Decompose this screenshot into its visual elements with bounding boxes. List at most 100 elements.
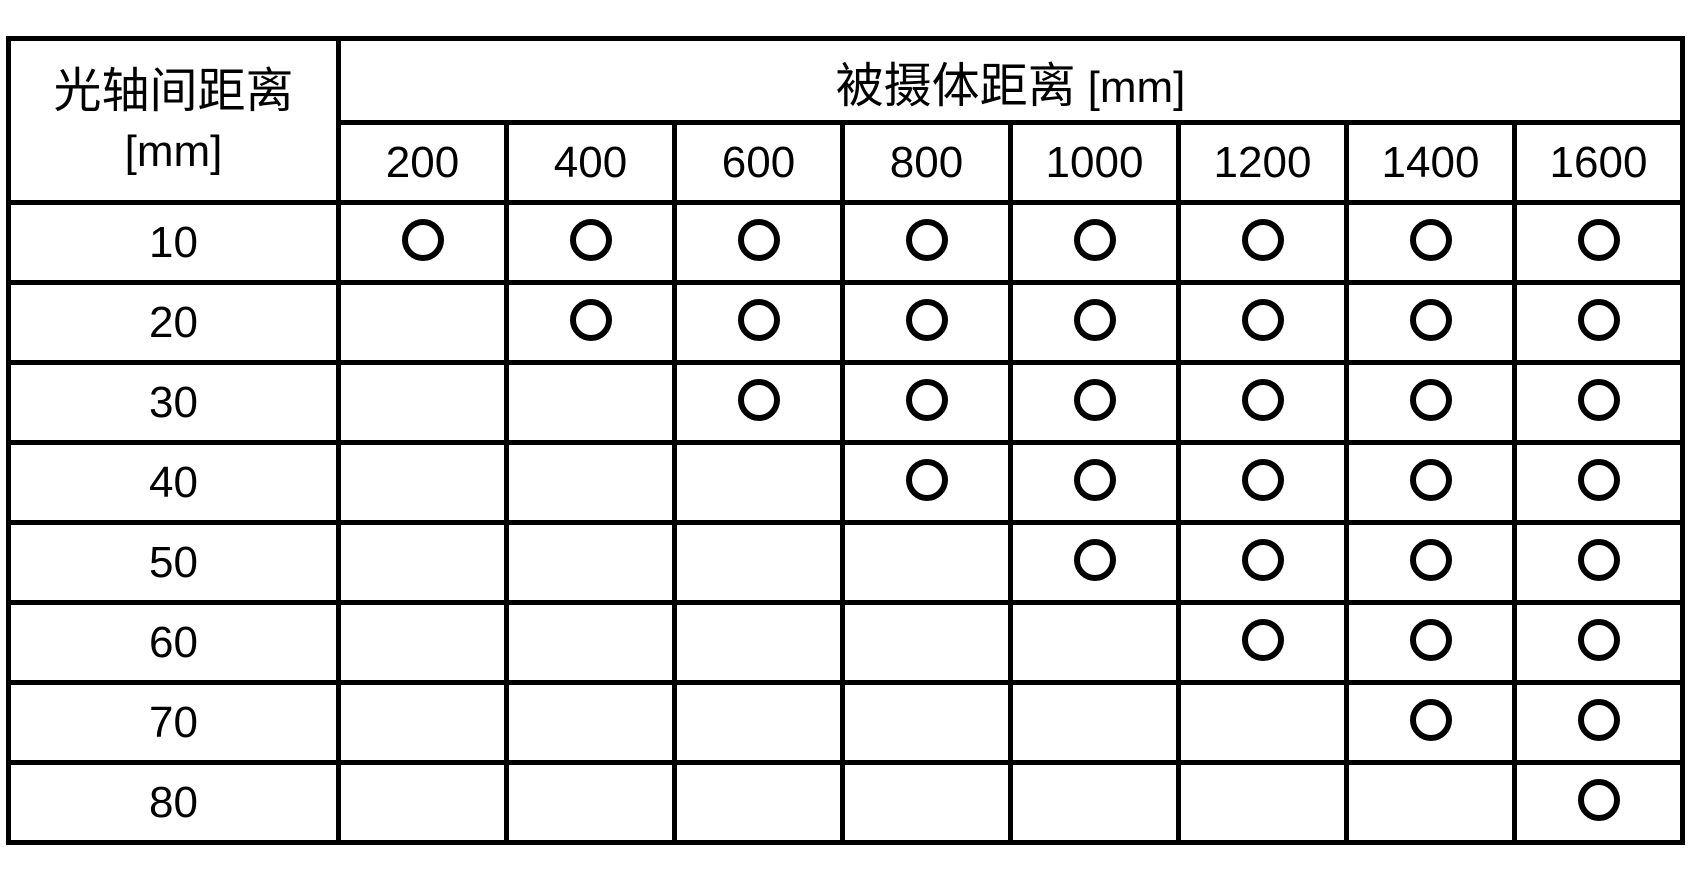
data-cell	[507, 203, 675, 283]
data-cell	[1179, 283, 1347, 363]
table-row: 60	[9, 603, 1683, 683]
circle-mark-icon	[1578, 459, 1620, 501]
header-row-1: 光轴间距离 [mm] 被摄体距离 [mm]	[9, 39, 1683, 123]
circle-mark-icon	[1242, 219, 1284, 261]
column-group-header-cell: 被摄体距离 [mm]	[339, 39, 1683, 123]
data-cell	[1179, 363, 1347, 443]
circle-mark-icon	[1410, 539, 1452, 581]
circle-mark-icon	[1578, 219, 1620, 261]
circle-mark-icon	[1242, 379, 1284, 421]
table-row: 50	[9, 523, 1683, 603]
row-header-title-cell: 光轴间距离 [mm]	[9, 39, 339, 203]
circle-mark-icon	[402, 219, 444, 261]
data-cell	[339, 763, 507, 843]
col-header: 600	[675, 123, 843, 203]
data-cell	[339, 203, 507, 283]
data-cell	[1347, 203, 1515, 283]
data-cell	[1011, 443, 1179, 523]
data-cell	[1179, 203, 1347, 283]
data-cell	[1011, 523, 1179, 603]
circle-mark-icon	[1074, 459, 1116, 501]
circle-mark-icon	[738, 379, 780, 421]
data-cell	[675, 523, 843, 603]
data-cell	[507, 763, 675, 843]
circle-mark-icon	[1410, 299, 1452, 341]
data-cell	[339, 283, 507, 363]
circle-mark-icon	[738, 299, 780, 341]
circle-mark-icon	[570, 299, 612, 341]
data-cell	[843, 363, 1011, 443]
table-row: 30	[9, 363, 1683, 443]
circle-mark-icon	[1578, 299, 1620, 341]
row-label: 80	[9, 763, 339, 843]
data-cell	[1347, 603, 1515, 683]
col-header: 200	[339, 123, 507, 203]
table-body: 1020304050607080	[9, 203, 1683, 843]
circle-mark-icon	[1242, 459, 1284, 501]
row-label: 50	[9, 523, 339, 603]
col-header: 800	[843, 123, 1011, 203]
data-cell	[507, 523, 675, 603]
data-cell	[1347, 283, 1515, 363]
circle-mark-icon	[1242, 299, 1284, 341]
circle-mark-icon	[1410, 619, 1452, 661]
data-cell	[843, 683, 1011, 763]
data-cell	[339, 443, 507, 523]
data-cell	[843, 443, 1011, 523]
data-cell	[1515, 283, 1683, 363]
data-cell	[843, 603, 1011, 683]
row-label: 30	[9, 363, 339, 443]
data-cell	[675, 443, 843, 523]
data-cell	[507, 683, 675, 763]
circle-mark-icon	[906, 379, 948, 421]
data-cell	[1515, 523, 1683, 603]
data-cell	[1179, 523, 1347, 603]
data-cell	[1179, 763, 1347, 843]
table-row: 10	[9, 203, 1683, 283]
circle-mark-icon	[1242, 619, 1284, 661]
data-cell	[507, 443, 675, 523]
data-cell	[507, 283, 675, 363]
data-cell	[1011, 763, 1179, 843]
circle-mark-icon	[906, 459, 948, 501]
row-label: 60	[9, 603, 339, 683]
table-head: 光轴间距离 [mm] 被摄体距离 [mm] 200 400 600 800 10…	[9, 39, 1683, 203]
circle-mark-icon	[1410, 219, 1452, 261]
data-cell	[1347, 363, 1515, 443]
circle-mark-icon	[906, 299, 948, 341]
col-header: 400	[507, 123, 675, 203]
circle-mark-icon	[1074, 299, 1116, 341]
circle-mark-icon	[1578, 379, 1620, 421]
circle-mark-icon	[1578, 539, 1620, 581]
data-cell	[339, 683, 507, 763]
data-cell	[339, 523, 507, 603]
circle-mark-icon	[1578, 779, 1620, 821]
circle-mark-icon	[906, 219, 948, 261]
data-cell	[507, 363, 675, 443]
data-cell	[1179, 443, 1347, 523]
col-header: 1600	[1515, 123, 1683, 203]
data-cell	[843, 763, 1011, 843]
row-label: 10	[9, 203, 339, 283]
column-group-label: 被摄体距离	[836, 60, 1076, 113]
row-label: 40	[9, 443, 339, 523]
col-header: 1400	[1347, 123, 1515, 203]
circle-mark-icon	[1242, 539, 1284, 581]
row-label: 70	[9, 683, 339, 763]
row-header-label: 光轴间距离	[53, 65, 293, 118]
data-cell	[1179, 683, 1347, 763]
data-cell	[1515, 203, 1683, 283]
table-row: 80	[9, 763, 1683, 843]
data-cell	[1179, 603, 1347, 683]
data-cell	[1347, 443, 1515, 523]
col-header: 1000	[1011, 123, 1179, 203]
data-cell	[675, 283, 843, 363]
data-cell	[1011, 603, 1179, 683]
data-cell	[675, 763, 843, 843]
data-cell	[1515, 363, 1683, 443]
circle-mark-icon	[1578, 699, 1620, 741]
data-cell	[339, 363, 507, 443]
data-cell	[1515, 683, 1683, 763]
data-cell	[1011, 283, 1179, 363]
data-cell	[1347, 683, 1515, 763]
